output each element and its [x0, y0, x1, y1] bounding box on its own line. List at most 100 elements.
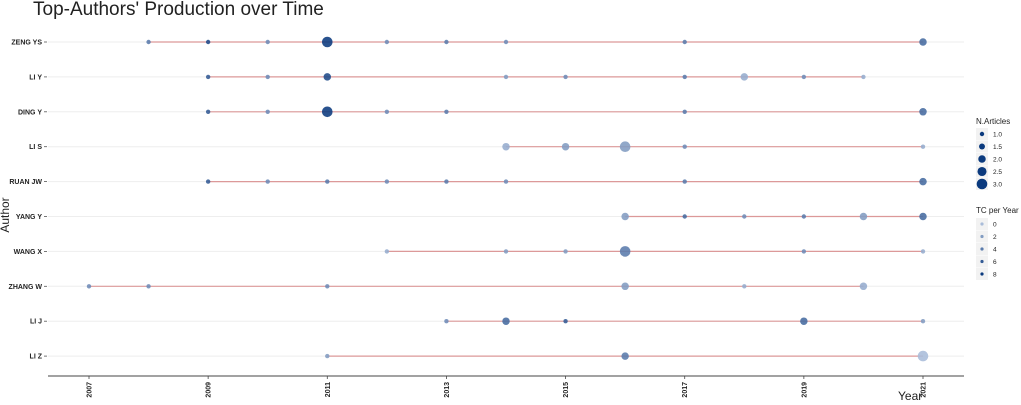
y-tick-label: LI Y — [29, 74, 42, 81]
legend-size-symbol — [979, 131, 985, 137]
legend-size-symbol — [978, 155, 986, 163]
data-point — [682, 39, 687, 45]
x-axis-title: Year — [898, 389, 922, 403]
legend-title: TC per Year — [976, 206, 1019, 215]
legend-title: N.Articles — [976, 117, 1010, 126]
legend-label: 4 — [993, 246, 997, 253]
x-tick-label: 2007 — [87, 382, 94, 398]
data-point — [859, 212, 868, 221]
data-point — [682, 214, 687, 219]
data-point — [384, 39, 390, 45]
x-tick-label: 2013 — [444, 382, 451, 398]
data-point — [325, 179, 330, 184]
data-point — [502, 317, 510, 325]
legend-tc-per-year: TC per Year 0 2 4 6 8 — [976, 206, 1019, 280]
data-point — [621, 282, 629, 291]
data-point — [321, 106, 333, 118]
data-point — [323, 73, 332, 81]
data-point — [800, 317, 808, 325]
data-point — [265, 109, 270, 115]
data-point — [444, 179, 449, 184]
grid-lines — [48, 41, 964, 357]
data-point — [919, 177, 927, 186]
legend-label: 8 — [993, 271, 997, 278]
legend-color-symbol — [980, 222, 984, 226]
legend-size-symbol — [979, 143, 985, 150]
data-point — [621, 212, 629, 221]
data-point — [682, 179, 687, 184]
data-point — [444, 109, 449, 115]
data-point — [861, 74, 866, 80]
x-tick-label: 2017 — [682, 382, 689, 398]
legend-label: 2.5 — [993, 169, 1002, 176]
data-point — [920, 144, 926, 149]
data-point — [503, 179, 509, 184]
data-point — [444, 39, 449, 45]
data-point — [920, 319, 926, 324]
data-point — [384, 249, 390, 254]
y-tick-label: YANG Y — [16, 214, 42, 221]
data-point — [321, 36, 333, 48]
legend-color-symbol — [980, 272, 984, 276]
data-point — [503, 74, 509, 80]
y-axis-tick-labels: ZENG YS LI Y DING Y LI S RUAN JW YANG Y WANG X… — [9, 40, 47, 361]
data-point — [325, 284, 330, 289]
y-axis-title: Author — [0, 197, 12, 232]
data-point — [563, 319, 568, 324]
data-point — [619, 141, 631, 152]
legend-label: 6 — [993, 259, 997, 266]
x-tick-label: 2019 — [801, 382, 808, 398]
y-tick-label: LI S — [29, 144, 42, 151]
data-point — [325, 353, 330, 359]
data-point — [563, 249, 568, 254]
data-point — [384, 109, 390, 115]
data-point — [265, 179, 270, 184]
legend-n-articles: N.Articles 1.0 1.5 2.0 2.5 3.0 — [976, 117, 1010, 190]
data-point — [563, 74, 568, 80]
data-point — [384, 179, 390, 184]
data-point — [917, 350, 929, 362]
chart-title: Top-Authors' Production over Time — [33, 0, 324, 20]
data-point — [682, 144, 687, 149]
legend-label: 1.5 — [993, 144, 1002, 151]
y-tick-label: RUAN JW — [9, 179, 42, 186]
data-point — [859, 282, 868, 291]
data-point — [86, 284, 92, 289]
data-point — [801, 249, 807, 254]
data-point — [444, 319, 449, 324]
data-point — [265, 74, 270, 80]
data-point — [801, 214, 807, 219]
data-point — [919, 38, 927, 46]
y-tick-label: LI Z — [30, 354, 43, 361]
x-tick-label: 2021 — [921, 382, 928, 398]
legend-label: 0 — [993, 221, 997, 228]
x-tick-label: 2011 — [325, 382, 332, 397]
data-point — [682, 109, 687, 115]
data-point — [919, 212, 927, 221]
data-point — [740, 73, 749, 81]
data-point — [619, 246, 631, 257]
x-tick-label: 2015 — [563, 382, 570, 398]
y-tick-label: DING Y — [18, 109, 42, 116]
legend-size-symbol — [977, 166, 987, 177]
data-point — [205, 74, 211, 80]
legend-color-symbol — [980, 234, 984, 239]
data-point — [920, 249, 926, 254]
author-timeline-segments — [89, 41, 923, 357]
data-point — [265, 39, 270, 45]
legend-label: 2.0 — [993, 156, 1002, 163]
data-point — [146, 39, 151, 45]
y-tick-label: ZENG YS — [11, 40, 42, 47]
legend-label: 3.0 — [993, 181, 1002, 188]
legend-label: 1.0 — [993, 131, 1002, 138]
data-point — [503, 249, 509, 254]
data-point — [919, 108, 927, 116]
legend-label: 2 — [993, 234, 997, 241]
y-tick-label: LI J — [30, 319, 42, 326]
production-points — [86, 36, 929, 362]
y-tick-label: WANG X — [14, 249, 43, 256]
legend-color-symbol — [980, 259, 984, 264]
data-point — [561, 142, 570, 151]
data-point — [682, 74, 687, 80]
